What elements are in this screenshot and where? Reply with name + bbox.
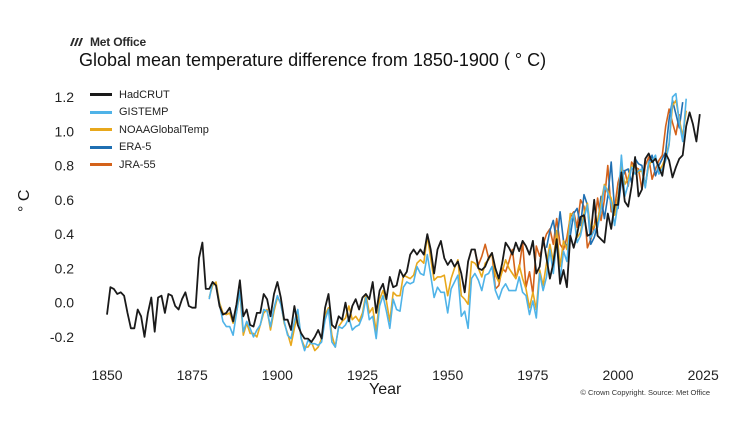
x-tick-label: 2025 bbox=[688, 367, 719, 383]
x-tick-label: 2000 bbox=[602, 367, 633, 383]
series-line-jra-55 bbox=[474, 108, 681, 295]
brand: Met Office bbox=[68, 35, 146, 49]
x-tick-label: 1900 bbox=[262, 367, 293, 383]
legend-swatch bbox=[90, 145, 112, 149]
x-tick-label: 1925 bbox=[347, 367, 378, 383]
y-tick-label: 1.2 bbox=[55, 89, 75, 105]
brand-name: Met Office bbox=[90, 35, 147, 49]
x-tick-label: 1850 bbox=[91, 367, 122, 383]
copyright-note: © Crown Copyright. Source: Met Office bbox=[580, 388, 710, 397]
legend-label: GISTEMP bbox=[119, 106, 169, 119]
met-office-logo-icon bbox=[70, 38, 83, 46]
y-tick-label: -0.2 bbox=[50, 329, 74, 345]
legend-swatch bbox=[90, 128, 112, 132]
y-tick-label: 0.8 bbox=[55, 158, 75, 174]
y-tick-label: 0.6 bbox=[55, 192, 75, 208]
chart-title: Global mean temperature difference from … bbox=[79, 50, 547, 70]
legend-label: JRA-55 bbox=[119, 158, 156, 171]
x-tick-label: 1975 bbox=[517, 367, 548, 383]
legend-item: JRA-55 bbox=[90, 156, 209, 174]
legend-item: NOAAGlobalTemp bbox=[90, 121, 209, 139]
series-line-gistemp bbox=[208, 92, 687, 352]
x-tick-label: 1875 bbox=[177, 367, 208, 383]
legend-swatch bbox=[90, 93, 112, 97]
legend-item: GISTEMP bbox=[90, 104, 209, 122]
legend-item: HadCRUT bbox=[90, 86, 209, 104]
series-line-hadcrut bbox=[106, 111, 701, 343]
legend-label: NOAAGlobalTemp bbox=[119, 123, 209, 136]
y-tick-label: 0.0 bbox=[55, 295, 75, 311]
x-axis-label: Year bbox=[369, 381, 402, 398]
legend-swatch bbox=[90, 110, 112, 114]
legend-label: HadCRUT bbox=[119, 88, 170, 101]
y-tick-label: 1.0 bbox=[55, 123, 75, 139]
legend-label: ERA-5 bbox=[119, 141, 152, 154]
x-tick-label: 1950 bbox=[432, 367, 463, 383]
legend: HadCRUT GISTEMP NOAAGlobalTemp ERA-5 JRA-55 bbox=[90, 86, 209, 174]
legend-swatch bbox=[90, 163, 112, 167]
y-tick-label: 0.2 bbox=[55, 260, 75, 276]
y-tick-label: 0.4 bbox=[55, 226, 75, 242]
legend-item: ERA-5 bbox=[90, 139, 209, 157]
